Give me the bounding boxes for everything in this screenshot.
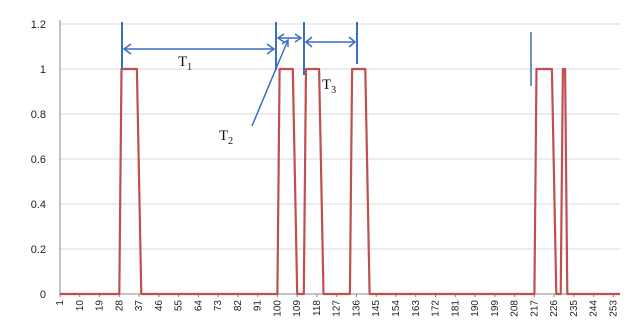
gridlines — [60, 23, 620, 295]
x-tick-label: 64 — [193, 300, 204, 312]
x-tick-label: 208 — [510, 300, 521, 317]
x-tick-label: 127 — [332, 300, 343, 317]
x-tick-label: 55 — [174, 300, 185, 312]
x-tick-label: 217 — [529, 300, 540, 317]
x-tick-label: 100 — [272, 300, 283, 317]
x-tick-label: 199 — [490, 300, 501, 317]
x-axis-ticks: 1 10 19 28 37 46 55 64 73 82 91 100 109 118 127 136 145 1… — [55, 294, 619, 317]
x-tick-label: 181 — [450, 300, 461, 317]
x-tick-label: 136 — [351, 300, 362, 317]
x-tick-label: 154 — [391, 300, 402, 317]
x-tick-label: 172 — [431, 300, 442, 317]
y-tick-label: 0.2 — [31, 244, 46, 256]
x-tick-label: 190 — [470, 300, 481, 317]
x-tick-label: 19 — [95, 300, 106, 312]
t2-pointer — [251, 38, 289, 127]
y-tick-label: 0.8 — [31, 109, 46, 121]
y-axis-ticks: 0 0.2 0.4 0.6 0.8 1 1.2 — [31, 19, 46, 301]
x-tick-label: 118 — [312, 300, 323, 316]
y-tick-label: 1.2 — [31, 19, 46, 31]
x-tick-label: 109 — [292, 300, 303, 317]
annotation-layer: T1 T2 T3 — [121, 22, 532, 147]
t2-arrow — [276, 33, 303, 43]
x-tick-label: 1 — [55, 300, 66, 306]
y-tick-label: 1 — [40, 64, 46, 76]
x-tick-label: 37 — [134, 300, 145, 312]
t3-label: T3 — [322, 77, 336, 96]
t2-label: T2 — [219, 128, 233, 147]
y-tick-label: 0.4 — [31, 199, 46, 211]
series-layer — [60, 67, 620, 296]
y-tick-label: 0.6 — [31, 154, 46, 166]
t1-label: T1 — [178, 54, 192, 73]
x-tick-label: 163 — [411, 300, 422, 317]
t3-arrow — [304, 36, 357, 48]
y-tick-label: 0 — [40, 289, 46, 301]
x-tick-label: 73 — [213, 300, 224, 312]
series-line — [60, 67, 620, 296]
x-tick-label: 28 — [114, 300, 125, 312]
x-tick-label: 10 — [75, 300, 86, 312]
x-tick-label: 235 — [569, 300, 580, 317]
x-tick-label: 253 — [608, 300, 619, 317]
x-tick-label: 82 — [233, 300, 244, 312]
x-tick-label: 91 — [253, 300, 264, 312]
x-tick-label: 145 — [371, 300, 382, 317]
t1-arrow — [122, 43, 276, 55]
x-tick-label: 226 — [549, 300, 560, 317]
x-tick-label: 46 — [154, 300, 165, 312]
x-tick-label: 244 — [589, 300, 600, 317]
